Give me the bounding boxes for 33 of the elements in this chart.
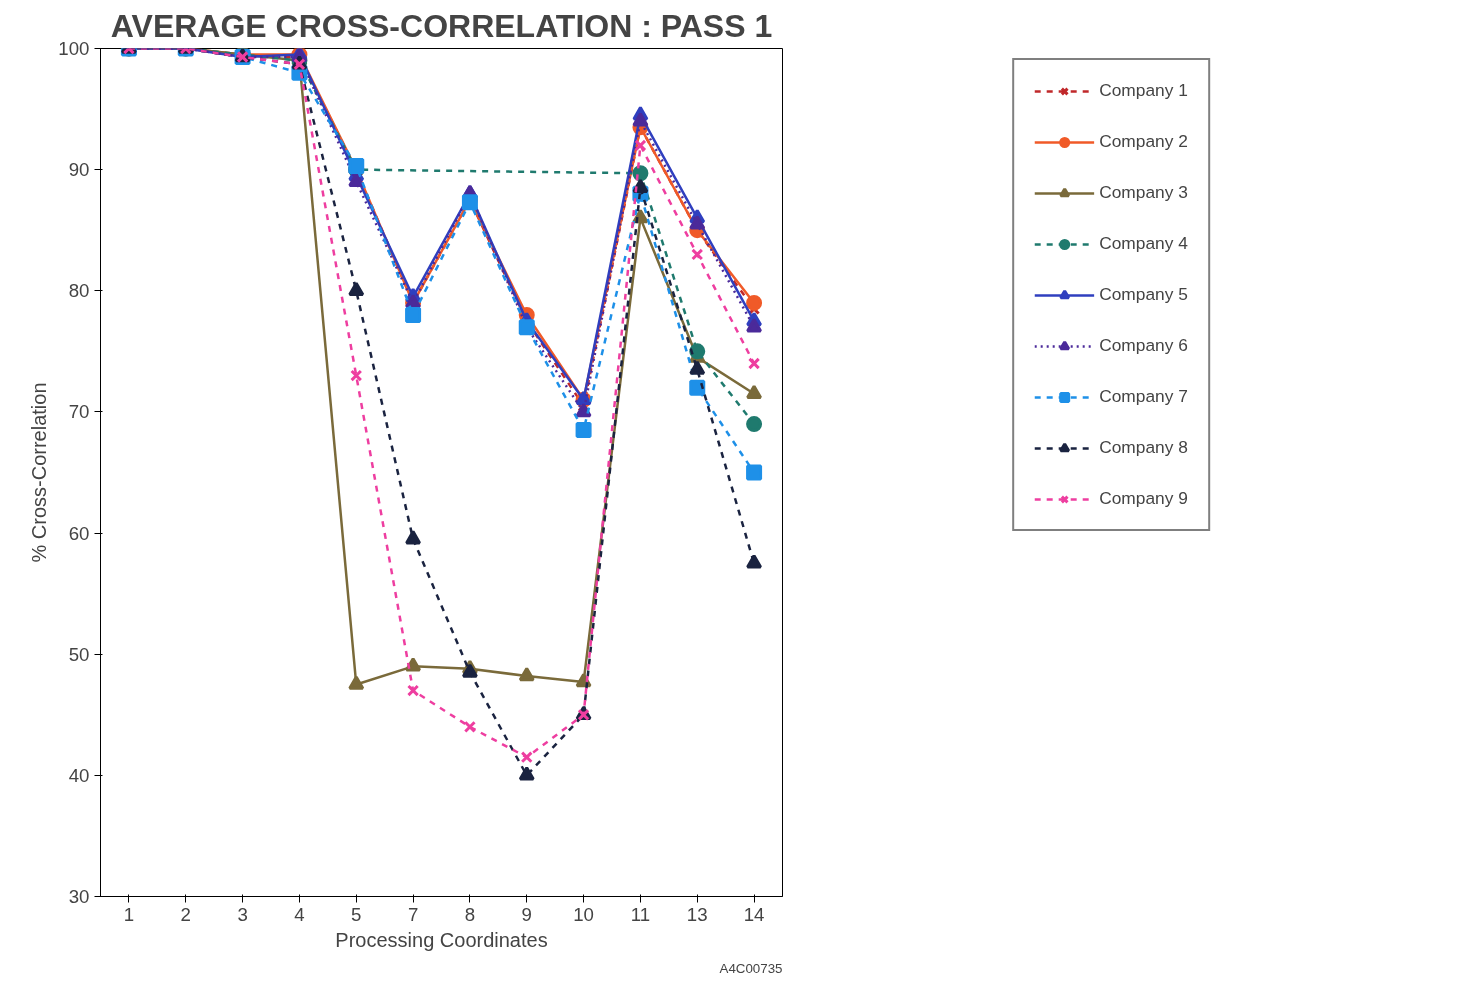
legend-label: Company 5 [1099,284,1188,305]
legend-label: Company 4 [1099,233,1188,254]
legend-label: Company 3 [1099,182,1188,203]
x-tick-label: 9 [521,903,532,925]
legend-label: Company 2 [1099,131,1188,152]
y-tick-label: 50 [68,643,90,665]
x-tick-label: 3 [237,903,248,925]
legend-label: Company 6 [1099,335,1188,356]
y-tick-label: 30 [68,886,90,907]
y-tick-label: 40 [68,764,90,786]
x-axis-title: Processing Coordinates [335,928,548,951]
y-tick-label: 80 [68,280,90,302]
y-tick-label: 100 [58,38,90,59]
x-tick-label: 4 [294,903,305,925]
x-tick-label: 10 [573,903,594,925]
x-tick-label: 5 [351,903,362,925]
legend-label: Company 8 [1099,437,1188,458]
x-tick-label: 1 [123,903,135,925]
legend-label: Company 1 [1099,80,1188,101]
y-axis-title: % Cross-Correlation [28,382,51,563]
x-tick-label: 14 [743,903,765,925]
x-tick-label: 2 [180,903,191,925]
x-tick-label: 11 [630,903,651,925]
text: A4C00735 [719,960,783,976]
x-tick-label: 8 [464,903,476,925]
x-tick-label: 13 [686,903,708,925]
legend-label: Company 9 [1099,488,1188,509]
y-tick-label: 60 [68,522,90,544]
chart-title: AVERAGE CROSS-CORRELATION : PASS 1 [110,7,773,44]
y-tick-label: 90 [68,159,90,181]
y-tick-label: 70 [68,401,90,423]
legend-label: Company 7 [1099,386,1188,407]
x-tick-label: 7 [407,903,419,925]
